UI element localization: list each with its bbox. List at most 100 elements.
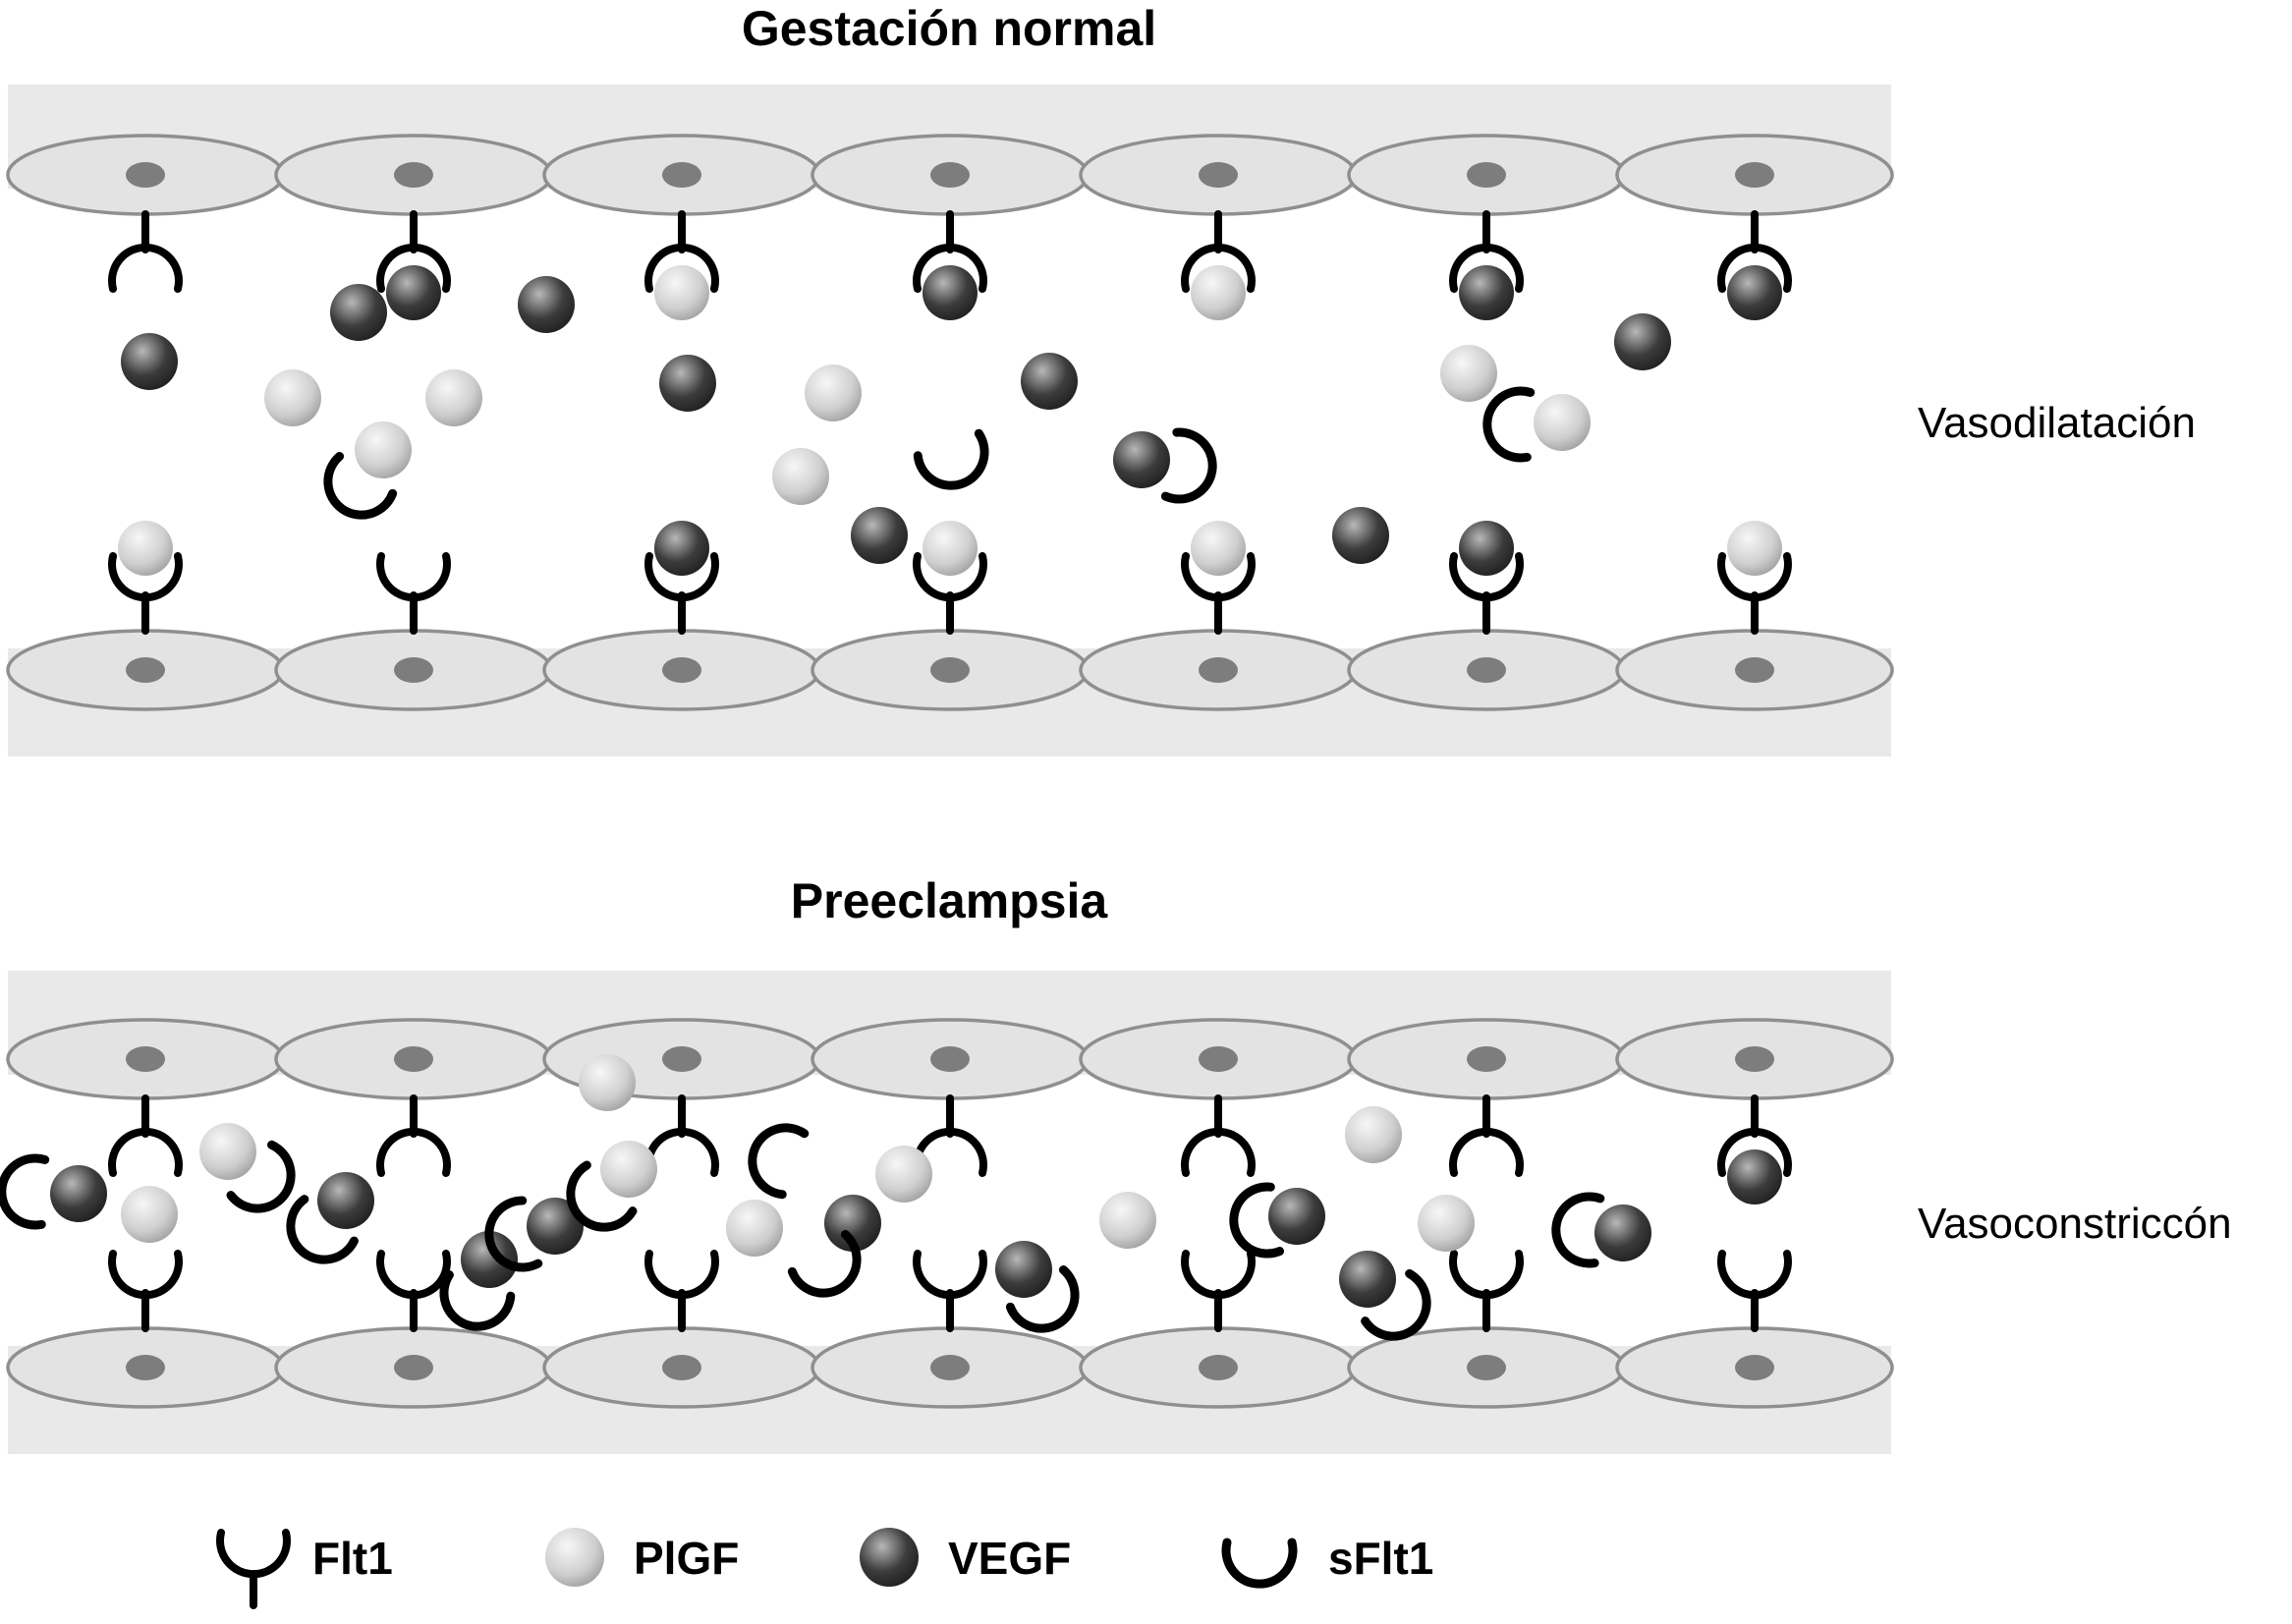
sflt1-molecule: [1005, 1265, 1080, 1333]
plgf-molecule: [922, 521, 978, 576]
sflt1-molecule: [1229, 1182, 1285, 1259]
cell-nucleus: [126, 1046, 165, 1072]
plgf-molecule: [1727, 521, 1782, 576]
plgf-molecule: [805, 364, 862, 421]
cell-nucleus: [930, 657, 970, 683]
plgf-molecule: [1440, 345, 1497, 402]
flt1-receptor: [1449, 1250, 1524, 1300]
plgf-molecule: [121, 1186, 178, 1243]
sflt1-molecule: [439, 1270, 516, 1331]
flt1-receptor: [913, 1250, 987, 1300]
sflt1-molecule: [1482, 386, 1536, 463]
flt1-receptor: [108, 1127, 183, 1177]
side-label-vasodilatacion: Vasodilatación: [1918, 399, 2196, 447]
cell-nucleus: [662, 657, 701, 683]
vegf-molecule: [1594, 1204, 1651, 1261]
vegf-molecule: [50, 1165, 107, 1222]
cell-nucleus: [1735, 1355, 1774, 1380]
plgf-molecule: [199, 1123, 256, 1180]
vessel-preeclampsia: [0, 971, 1894, 1454]
flt1-receptor: [1717, 1127, 1792, 1177]
cell-nucleus: [394, 162, 433, 188]
legend-label-vegf: VEGF: [948, 1533, 1071, 1584]
flt1-receptor: [1181, 552, 1256, 602]
plgf-molecule: [1345, 1106, 1402, 1163]
flt1-receptor: [1449, 243, 1524, 293]
cell-nucleus: [126, 657, 165, 683]
cell-nucleus: [930, 1355, 970, 1380]
flt1-receptor: [216, 1529, 291, 1579]
cell-nucleus: [1199, 1046, 1238, 1072]
flt1-receptor: [1449, 552, 1524, 602]
flt1-receptor: [1717, 1250, 1792, 1300]
cell-nucleus: [1199, 162, 1238, 188]
flt1-receptor: [1717, 243, 1792, 293]
cell-nucleus: [930, 1046, 970, 1072]
cell-nucleus: [394, 1355, 433, 1380]
plgf-molecule: [772, 448, 829, 505]
vegf-molecule: [1113, 431, 1170, 488]
flt1-receptor: [644, 552, 719, 602]
plgf-molecule: [264, 369, 321, 426]
side-label-vasoconstriccion: Vasoconstriccón: [1918, 1200, 2232, 1248]
cell-nucleus: [394, 1046, 433, 1072]
legend-label-flt1: Flt1: [312, 1533, 393, 1584]
sflt1-molecule: [1551, 1192, 1605, 1268]
plgf-molecule: [875, 1146, 932, 1203]
vegf-molecule: [1459, 521, 1514, 576]
cell-nucleus: [1735, 657, 1774, 683]
cell-nucleus: [1199, 1355, 1238, 1380]
flt1-receptor: [1181, 1250, 1256, 1300]
flt1-receptor: [913, 243, 987, 293]
vegf-molecule: [317, 1172, 374, 1229]
vegf-molecule: [330, 284, 387, 341]
cell-nucleus: [394, 657, 433, 683]
cell-nucleus: [1467, 162, 1506, 188]
cell-nucleus: [662, 1046, 701, 1072]
vegf-molecule: [824, 1195, 881, 1252]
flt1-receptor: [913, 552, 987, 602]
flt1-receptor: [108, 243, 183, 293]
sflt1-molecule: [1361, 1268, 1431, 1341]
cell-nucleus: [126, 1355, 165, 1380]
plgf-molecule: [1191, 265, 1246, 320]
plgf-molecule: [545, 1528, 604, 1587]
sflt1-molecule: [0, 1153, 50, 1230]
flt1-receptor: [376, 243, 451, 293]
cell-nucleus: [1467, 1355, 1506, 1380]
flt1-receptor: [1717, 552, 1792, 602]
plgf-molecule: [726, 1200, 783, 1257]
cell-nucleus: [1467, 1046, 1506, 1072]
cell-nucleus: [1199, 657, 1238, 683]
vegf-molecule: [1021, 353, 1078, 410]
flt1-receptor: [644, 1250, 719, 1300]
cell-nucleus: [1735, 162, 1774, 188]
plgf-molecule: [1418, 1195, 1475, 1252]
vegf-molecule: [386, 265, 441, 320]
plgf-molecule: [425, 369, 482, 426]
plgf-molecule: [1099, 1192, 1156, 1249]
vegf-molecule: [527, 1198, 584, 1255]
flt1-receptor: [108, 1250, 183, 1300]
vegf-molecule: [121, 333, 178, 390]
cell-nucleus: [126, 162, 165, 188]
sflt1-molecule: [1221, 1538, 1298, 1589]
vegf-molecule: [659, 355, 716, 412]
vegf-molecule: [860, 1528, 919, 1587]
plgf-molecule: [1191, 521, 1246, 576]
sflt1-molecule: [484, 1196, 543, 1272]
flt1-receptor: [1181, 243, 1256, 293]
sflt1-molecule: [913, 428, 989, 490]
vegf-molecule: [1332, 507, 1389, 564]
plgf-molecule: [118, 521, 173, 576]
cell-nucleus: [1467, 657, 1506, 683]
sflt1-molecule: [286, 1195, 359, 1264]
sflt1-molecule: [1160, 427, 1217, 504]
plgf-molecule: [355, 421, 412, 478]
flt1-receptor: [1449, 1127, 1524, 1177]
flt1-receptor: [644, 1127, 719, 1177]
vegf-molecule: [518, 276, 575, 333]
vegf-molecule: [1459, 265, 1514, 320]
cell-nucleus: [1735, 1046, 1774, 1072]
